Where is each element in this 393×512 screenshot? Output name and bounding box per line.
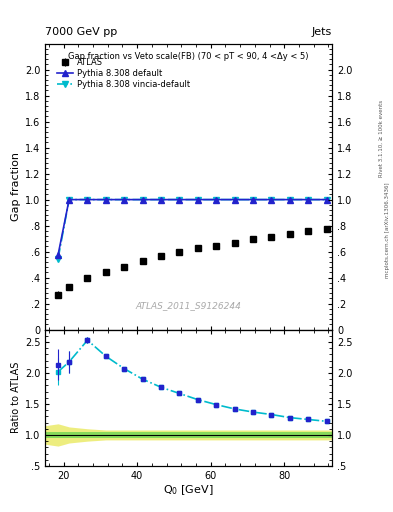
Pythia 8.308 default xyxy=(177,197,182,203)
Pythia 8.308 default xyxy=(159,197,163,203)
Y-axis label: Gap fraction: Gap fraction xyxy=(11,152,21,221)
Pythia 8.308 vincia-default xyxy=(67,197,72,203)
Pythia 8.308 default xyxy=(85,197,90,203)
Text: Jets: Jets xyxy=(312,27,332,37)
Pythia 8.308 vincia-default xyxy=(56,255,61,262)
Text: ATLAS_2011_S9126244: ATLAS_2011_S9126244 xyxy=(136,301,242,310)
Pythia 8.308 default xyxy=(103,197,108,203)
Pythia 8.308 vincia-default xyxy=(324,197,329,203)
Pythia 8.308 vincia-default xyxy=(214,197,219,203)
X-axis label: Q$_0$ [GeV]: Q$_0$ [GeV] xyxy=(163,483,214,497)
Pythia 8.308 vincia-default xyxy=(177,197,182,203)
Pythia 8.308 default xyxy=(324,197,329,203)
Pythia 8.308 default xyxy=(269,197,274,203)
Pythia 8.308 vincia-default xyxy=(140,197,145,203)
Text: 7000 GeV pp: 7000 GeV pp xyxy=(45,27,118,37)
Text: mcplots.cern.ch [arXiv:1306.3436]: mcplots.cern.ch [arXiv:1306.3436] xyxy=(385,183,389,278)
Pythia 8.308 vincia-default xyxy=(85,197,90,203)
Y-axis label: Ratio to ATLAS: Ratio to ATLAS xyxy=(11,362,21,434)
Pythia 8.308 vincia-default xyxy=(122,197,127,203)
Pythia 8.308 default xyxy=(287,197,292,203)
Pythia 8.308 default xyxy=(195,197,200,203)
Pythia 8.308 vincia-default xyxy=(287,197,292,203)
Pythia 8.308 default xyxy=(306,197,310,203)
Pythia 8.308 vincia-default xyxy=(306,197,310,203)
Line: Pythia 8.308 vincia-default: Pythia 8.308 vincia-default xyxy=(55,197,329,262)
Pythia 8.308 vincia-default xyxy=(159,197,163,203)
Legend: ATLAS, Pythia 8.308 default, Pythia 8.308 vincia-default: ATLAS, Pythia 8.308 default, Pythia 8.30… xyxy=(55,56,191,91)
Pythia 8.308 default xyxy=(67,197,72,203)
Text: Rivet 3.1.10, ≥ 100k events: Rivet 3.1.10, ≥ 100k events xyxy=(379,100,384,177)
Pythia 8.308 vincia-default xyxy=(103,197,108,203)
Pythia 8.308 vincia-default xyxy=(269,197,274,203)
Text: Gap fraction vs Veto scale(FB) (70 < pT < 90, 4 <Δy < 5): Gap fraction vs Veto scale(FB) (70 < pT … xyxy=(68,52,309,61)
Pythia 8.308 vincia-default xyxy=(251,197,255,203)
Pythia 8.308 default xyxy=(122,197,127,203)
Pythia 8.308 vincia-default xyxy=(232,197,237,203)
Pythia 8.308 default xyxy=(214,197,219,203)
Pythia 8.308 default xyxy=(251,197,255,203)
Pythia 8.308 default xyxy=(232,197,237,203)
Pythia 8.308 default xyxy=(140,197,145,203)
Pythia 8.308 vincia-default xyxy=(195,197,200,203)
Line: Pythia 8.308 default: Pythia 8.308 default xyxy=(55,197,329,258)
Pythia 8.308 default xyxy=(56,252,61,258)
